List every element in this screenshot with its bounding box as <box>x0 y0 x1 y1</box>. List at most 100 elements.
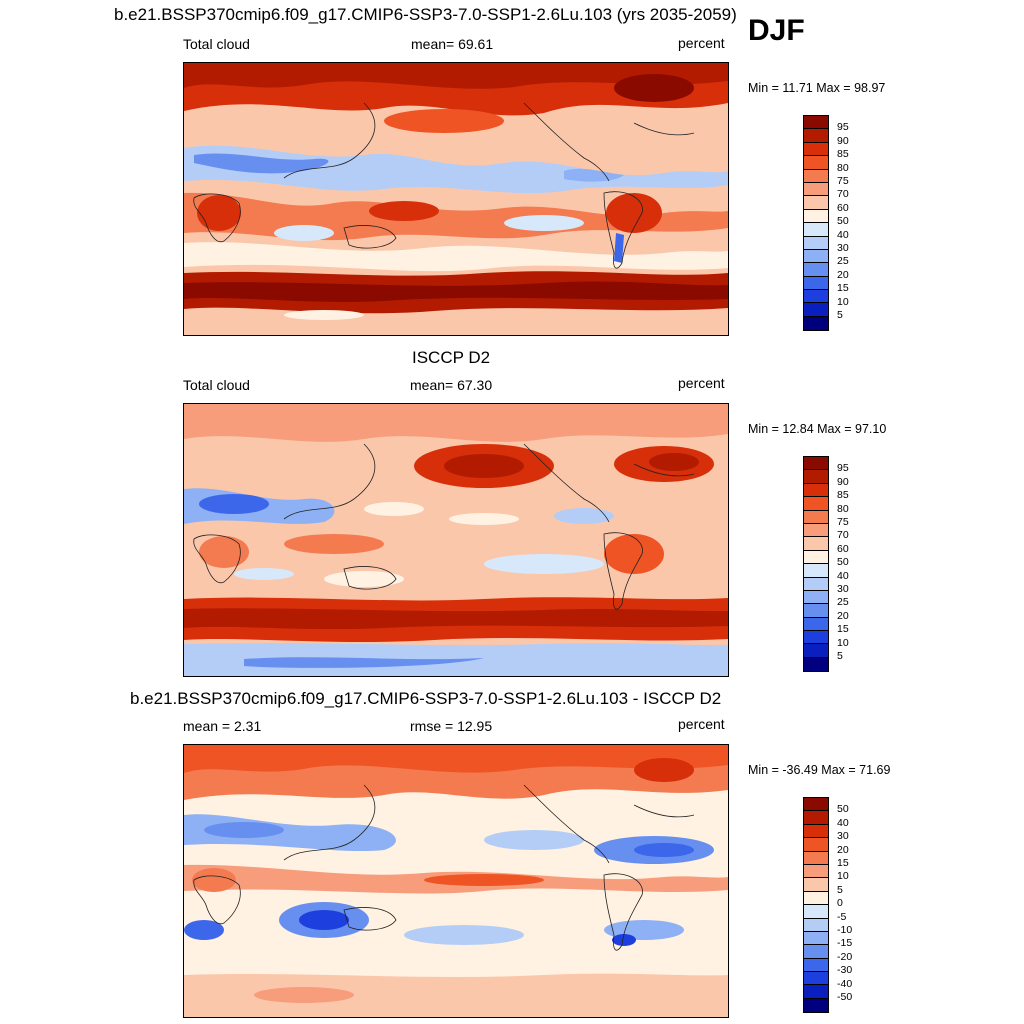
mean-label: mean= 67.30 <box>410 377 493 393</box>
colorbar-tick-label: 40 <box>837 569 849 582</box>
colorbar-swatch <box>804 316 828 331</box>
colorbar-tick-label: 10 <box>837 636 849 649</box>
colorbar-tick-label: 95 <box>837 462 849 475</box>
mean-label: mean = 2.31 <box>183 718 262 734</box>
colorbar-tick-label: 5 <box>837 309 843 321</box>
colorbar-swatch <box>804 590 828 605</box>
colorbar-swatch <box>804 604 828 618</box>
colorbar-swatch <box>804 457 828 471</box>
units-label: percent <box>678 375 725 391</box>
colorbar-swatch <box>804 631 828 645</box>
colorbar-tick-label: -20 <box>837 950 853 963</box>
colorbar-tick-label: 90 <box>837 134 849 147</box>
minmax-label: Min = 11.71 Max = 98.97 <box>748 81 886 95</box>
colorbar-swatch <box>804 209 828 224</box>
colorbar-tick-label: 30 <box>837 830 849 843</box>
colorbar-tick-label: 20 <box>837 268 849 281</box>
colorbar <box>803 797 829 1014</box>
colorbar-swatch <box>804 998 828 1013</box>
colorbar-tick-label: 70 <box>837 188 849 201</box>
colorbar-swatch <box>804 116 828 130</box>
colorbar-tick-label: -50 <box>837 991 853 1003</box>
colorbar-tick-label: -10 <box>837 924 853 936</box>
season-label: DJF <box>748 14 805 47</box>
colorbar-swatch <box>804 483 828 498</box>
colorbar-tick-label: 60 <box>837 542 849 555</box>
colorbar-tick-label: 5 <box>837 650 843 662</box>
colorbar-swatch <box>804 577 828 591</box>
colorbar-swatch <box>804 798 828 812</box>
colorbar-swatch <box>804 891 828 906</box>
colorbar-swatch <box>804 985 828 999</box>
colorbar-tick-label: 50 <box>837 556 849 569</box>
colorbar-swatch <box>804 617 828 632</box>
contour-map <box>183 744 729 1018</box>
colorbar-swatch <box>804 263 828 277</box>
variable-label: Total cloud <box>183 36 250 52</box>
colorbar-swatch <box>804 958 828 973</box>
colorbar-tick-label: -5 <box>837 910 847 923</box>
panel-title: b.e21.BSSP370cmip6.f09_g17.CMIP6-SSP3-7.… <box>114 5 737 24</box>
colorbar-tick-label: 15 <box>837 623 849 636</box>
colorbar-tick-label: 75 <box>837 516 849 528</box>
colorbar-tick-label: 30 <box>837 583 849 595</box>
colorbar-swatch <box>804 223 828 237</box>
colorbar-tick-label: 75 <box>837 175 849 187</box>
colorbar-swatch <box>804 905 828 919</box>
colorbar-tick-label: 20 <box>837 843 849 856</box>
colorbar-swatch <box>804 523 828 538</box>
colorbar-swatch <box>804 290 828 304</box>
colorbar-tick-label: 50 <box>837 215 849 228</box>
units-label: percent <box>678 716 725 732</box>
colorbar-swatch <box>804 945 828 959</box>
colorbar-tick-label: 15 <box>837 857 849 869</box>
colorbar-tick-label: 25 <box>837 596 849 609</box>
colorbar-tick-label: 5 <box>837 883 843 896</box>
colorbar <box>803 115 829 332</box>
colorbar-swatch <box>804 864 828 879</box>
colorbar-tick-label: 90 <box>837 475 849 488</box>
colorbar-tick-label: -15 <box>837 937 853 950</box>
colorbar-swatch <box>804 276 828 291</box>
colorbar-tick-label: 10 <box>837 295 849 308</box>
variable-label: Total cloud <box>183 377 250 393</box>
colorbar-tick-label: 80 <box>837 502 849 515</box>
units-label: percent <box>678 35 725 51</box>
colorbar-tick-label: 70 <box>837 529 849 542</box>
minmax-label: Min = -36.49 Max = 71.69 <box>748 763 891 777</box>
colorbar-swatch <box>804 470 828 484</box>
colorbar-tick-label: 95 <box>837 121 849 134</box>
colorbar-tick-label: 50 <box>837 803 849 816</box>
colorbar-swatch <box>804 303 828 317</box>
colorbar-swatch <box>804 644 828 658</box>
colorbar-tick-label: 0 <box>837 897 843 910</box>
contour-map <box>183 62 729 336</box>
colorbar-swatch <box>804 196 828 210</box>
colorbar-tick-label: -40 <box>837 977 853 990</box>
colorbar-swatch <box>804 564 828 578</box>
colorbar-tick-label: 85 <box>837 489 849 502</box>
colorbar-swatch <box>804 169 828 183</box>
colorbar-swatch <box>804 972 828 986</box>
colorbar-swatch <box>804 142 828 157</box>
colorbar-tick-label: 20 <box>837 609 849 622</box>
colorbar-tick-label: 80 <box>837 161 849 174</box>
colorbar-swatch <box>804 182 828 197</box>
colorbar-tick-label: 25 <box>837 255 849 268</box>
colorbar <box>803 456 829 673</box>
colorbar-swatch <box>804 878 828 892</box>
colorbar-tick-label: 85 <box>837 148 849 161</box>
colorbar-swatch <box>804 657 828 672</box>
colorbar-swatch <box>804 236 828 250</box>
colorbar-tick-label: 40 <box>837 816 849 829</box>
colorbar-swatch <box>804 811 828 825</box>
panel-title: ISCCP D2 <box>412 348 491 367</box>
panel-title: b.e21.BSSP370cmip6.f09_g17.CMIP6-SSP3-7.… <box>130 689 722 708</box>
colorbar-swatch <box>804 510 828 524</box>
colorbar-tick-label: 15 <box>837 282 849 295</box>
colorbar-swatch <box>804 156 828 170</box>
colorbar-swatch <box>804 824 828 839</box>
colorbar-tick-label: 10 <box>837 870 849 883</box>
contour-map <box>183 403 729 677</box>
minmax-label: Min = 12.84 Max = 97.10 <box>748 422 887 436</box>
